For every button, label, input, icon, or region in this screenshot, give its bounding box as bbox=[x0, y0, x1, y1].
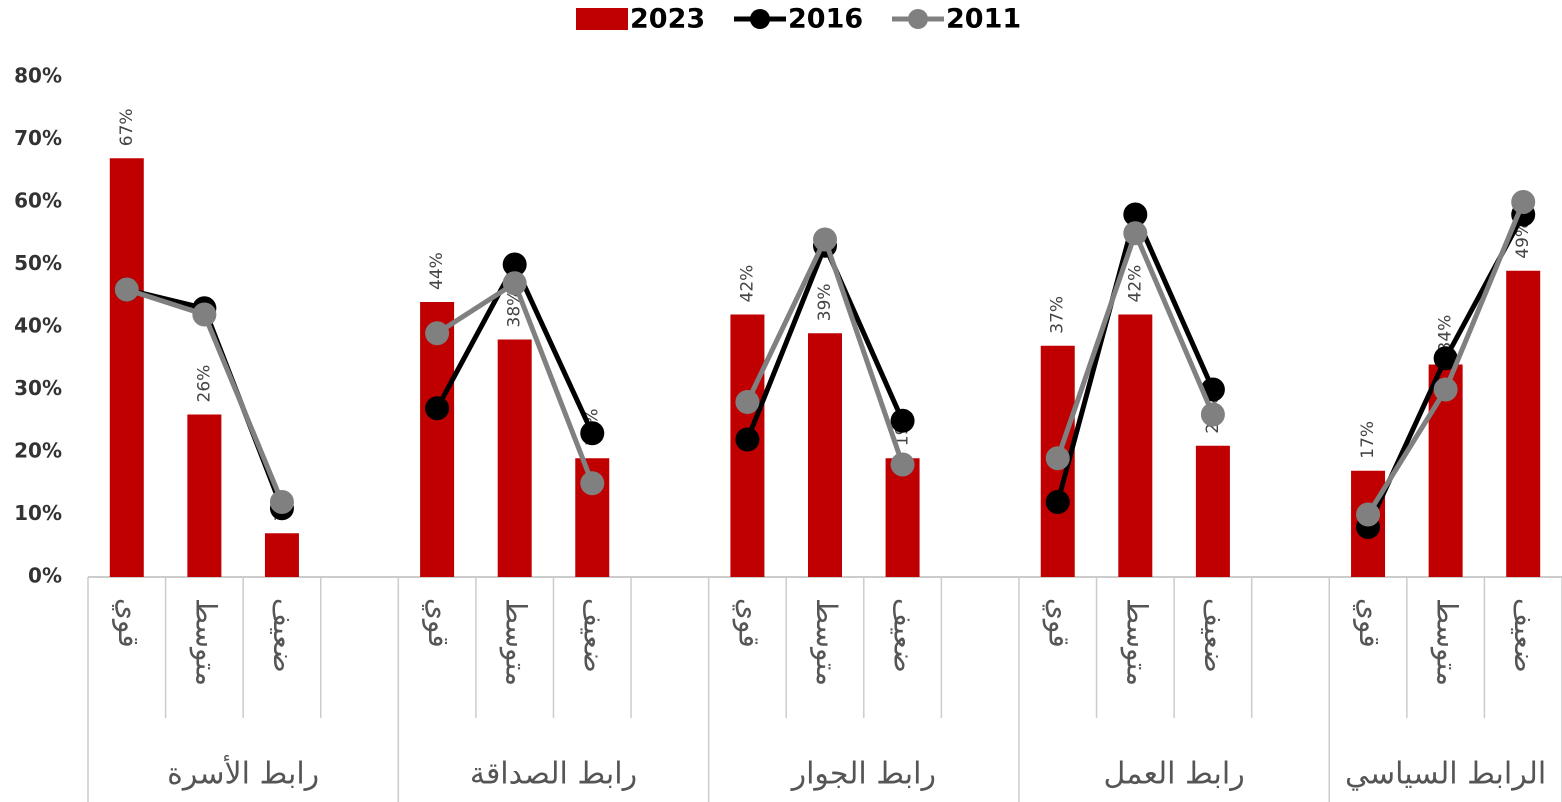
line-marker bbox=[1511, 190, 1536, 214]
line-marker bbox=[1045, 446, 1070, 471]
line-marker bbox=[425, 321, 450, 346]
line-marker bbox=[890, 452, 915, 477]
data-label: 39% bbox=[815, 283, 835, 321]
line-marker bbox=[1123, 221, 1148, 246]
x-tick-label: ضعيف bbox=[577, 598, 610, 673]
legend-label: 2016 bbox=[788, 4, 863, 35]
data-label: 26% bbox=[194, 365, 214, 403]
line-marker bbox=[1045, 490, 1070, 514]
line-marker bbox=[580, 421, 605, 446]
group-label: رابط الأسرة bbox=[167, 754, 319, 792]
x-tick-label: ضعيف bbox=[888, 598, 921, 673]
y-tick-label: 50% bbox=[14, 251, 62, 275]
line-marker bbox=[735, 427, 760, 452]
line-marker bbox=[1433, 377, 1458, 402]
x-tick-label: متوسط bbox=[500, 598, 533, 686]
y-tick-label: 20% bbox=[14, 439, 62, 463]
x-tick-label: قوي bbox=[1043, 598, 1076, 648]
line-marker bbox=[580, 471, 605, 496]
line-marker bbox=[502, 252, 527, 277]
line-marker bbox=[735, 390, 760, 414]
y-tick-label: 70% bbox=[14, 126, 62, 150]
data-label: 37% bbox=[1048, 296, 1068, 334]
bar bbox=[109, 158, 144, 577]
y-tick-label: 80% bbox=[14, 64, 62, 88]
x-tick-label: متوسط bbox=[1431, 598, 1464, 686]
bar bbox=[885, 458, 920, 577]
bar bbox=[1195, 445, 1230, 577]
group-label: رابط الصداقة bbox=[470, 757, 637, 792]
y-tick-label: 40% bbox=[14, 314, 62, 338]
line-marker bbox=[1200, 402, 1225, 427]
x-tick-label: متوسط bbox=[810, 598, 843, 686]
y-tick-label: 60% bbox=[14, 189, 62, 213]
x-tick-label: قوي bbox=[732, 598, 765, 648]
data-label: 44% bbox=[427, 252, 447, 290]
x-tick-label: ضعيف bbox=[1198, 598, 1231, 673]
y-tick-label: 30% bbox=[14, 376, 62, 400]
bar bbox=[1118, 314, 1153, 577]
group-label: رابط العمل bbox=[1104, 757, 1245, 792]
x-tick-label: قوي bbox=[112, 598, 145, 648]
x-tick-label: قوي bbox=[1353, 598, 1386, 648]
data-label: 42% bbox=[737, 265, 757, 303]
data-label: 67% bbox=[117, 108, 137, 146]
bar bbox=[1506, 270, 1541, 577]
legend-swatch bbox=[576, 8, 628, 30]
data-label: 42% bbox=[1125, 265, 1145, 303]
x-tick-label: ضعيف bbox=[267, 598, 300, 673]
bar bbox=[420, 302, 455, 577]
line-marker bbox=[1433, 346, 1458, 371]
y-tick-label: 0% bbox=[28, 564, 62, 588]
legend-swatch bbox=[750, 9, 770, 29]
line-marker bbox=[425, 396, 450, 421]
data-label: 17% bbox=[1358, 421, 1378, 459]
y-tick-label: 10% bbox=[14, 501, 62, 525]
x-tick-label: متوسط bbox=[1120, 598, 1153, 686]
bar bbox=[264, 533, 299, 577]
bar bbox=[808, 333, 842, 577]
bar bbox=[497, 339, 532, 577]
x-tick-label: قوي bbox=[422, 598, 455, 648]
legend-label: 2011 bbox=[946, 4, 1021, 35]
legend-label: 2023 bbox=[630, 4, 705, 35]
legend-swatch bbox=[908, 9, 928, 29]
line-marker bbox=[890, 408, 915, 433]
line-marker bbox=[1123, 202, 1148, 227]
x-tick-label: ضعيف bbox=[1508, 598, 1541, 673]
line-marker bbox=[502, 271, 527, 296]
data-label: 34% bbox=[1436, 315, 1456, 353]
data-label: 49% bbox=[1513, 221, 1533, 259]
bar bbox=[187, 414, 222, 577]
line-marker bbox=[192, 302, 217, 327]
line-marker bbox=[269, 490, 294, 514]
group-label: الرابط السياسي bbox=[1345, 757, 1546, 792]
line-marker bbox=[813, 227, 837, 252]
x-tick-label: متوسط bbox=[189, 598, 222, 686]
line-marker bbox=[1356, 502, 1381, 527]
group-label: رابط الجوار bbox=[790, 757, 936, 792]
line-marker bbox=[114, 277, 139, 302]
